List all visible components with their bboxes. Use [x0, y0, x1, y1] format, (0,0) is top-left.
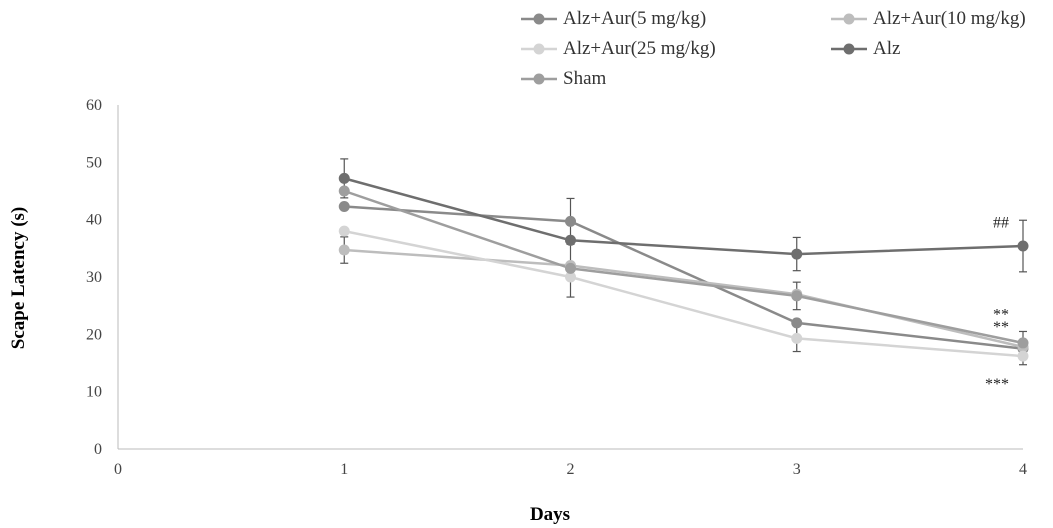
series-line	[344, 205, 1024, 350]
legend-label: Alz	[873, 38, 901, 59]
data-point	[338, 225, 350, 237]
series-line	[344, 229, 1024, 358]
y-tick-label: 0	[94, 441, 102, 458]
x-tick-label: 1	[340, 461, 348, 478]
legend-label: Sham	[563, 68, 607, 89]
legend-item: Sham	[519, 68, 606, 90]
data-point	[338, 172, 350, 184]
legend-swatch	[521, 43, 557, 55]
x-tick-label: 4	[1019, 461, 1027, 478]
y-tick-label: 30	[86, 269, 102, 286]
x-tick-label: 2	[567, 461, 575, 478]
data-point	[791, 290, 803, 302]
x-axis-title: Days	[530, 504, 570, 525]
data-point	[565, 271, 576, 283]
significance-annotations: ##*******	[985, 215, 1009, 394]
data-point	[791, 332, 803, 344]
significance-annotation: **	[993, 319, 1009, 336]
y-tick-label: 40	[86, 212, 102, 229]
legend-label: Alz+Aur(5 mg/kg)	[563, 8, 707, 29]
legend-swatch	[831, 13, 867, 25]
data-point	[791, 248, 803, 260]
data-point	[565, 234, 576, 246]
data-point	[1017, 337, 1029, 349]
legend-label: Alz+Aur(10 mg/kg)	[873, 8, 1026, 29]
data-point	[791, 317, 803, 329]
data-point	[338, 244, 350, 256]
series-line	[344, 248, 1024, 349]
error-bars	[340, 158, 1027, 366]
legend-label: Alz+Aur(25 mg/kg)	[563, 38, 716, 59]
axes	[117, 105, 1023, 450]
data-point	[338, 200, 350, 212]
legend-item: Alz+Aur(10 mg/kg)	[829, 8, 1026, 30]
y-tick-label: 10	[86, 384, 102, 401]
legend-item: Alz+Aur(25 mg/kg)	[519, 38, 716, 60]
y-tick-label: 60	[86, 97, 102, 114]
series-line	[343, 189, 1024, 345]
x-tick-label: 0	[114, 461, 122, 478]
data-point	[1017, 240, 1029, 252]
legend-item: Alz	[829, 38, 900, 60]
y-tick-label: 50	[86, 154, 102, 171]
y-tick-label: 20	[86, 326, 102, 343]
data-point	[1017, 350, 1029, 362]
data-point	[565, 215, 576, 227]
legend-item: Alz+Aur(5 mg/kg)	[519, 8, 706, 30]
legend-swatch	[521, 13, 557, 25]
data-point	[565, 262, 576, 274]
y-tick-labels: 0 10 20 30 40 50 60	[86, 97, 102, 458]
y-axis-title: Scape Latency (s)	[8, 207, 29, 349]
data-point	[338, 185, 350, 197]
legend-swatch	[521, 73, 557, 85]
series-lines	[343, 177, 1024, 358]
significance-annotation: **	[993, 306, 1009, 323]
series-line	[343, 177, 1024, 256]
x-tick-label: 3	[793, 461, 801, 478]
series-points	[338, 172, 1029, 362]
legend-swatch	[831, 43, 867, 55]
x-tick-labels: 0 1 2 3 4	[114, 461, 1027, 478]
significance-annotation: ***	[985, 376, 1009, 393]
significance-annotation: ##	[993, 215, 1009, 232]
